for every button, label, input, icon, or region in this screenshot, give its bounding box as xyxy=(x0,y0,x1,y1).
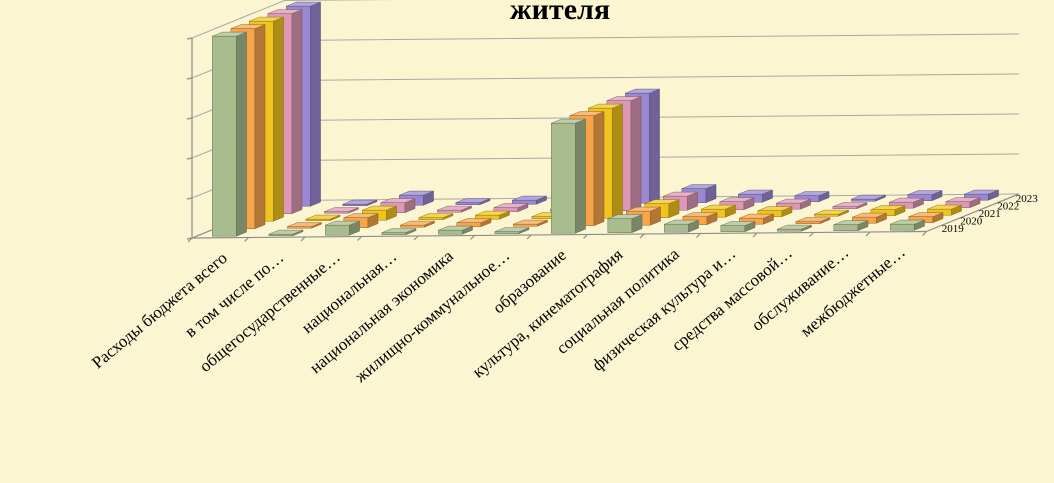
chart-title: жителя xyxy=(509,0,611,26)
category-label: национальная… xyxy=(298,247,400,337)
series-label: 2020 xyxy=(960,215,983,227)
bar xyxy=(890,219,925,231)
bar xyxy=(287,222,322,229)
x-tick xyxy=(809,232,814,237)
bar xyxy=(305,214,341,222)
bar xyxy=(720,221,756,233)
series-label: 2019 xyxy=(942,223,965,235)
gridline xyxy=(191,0,398,39)
x-axis xyxy=(191,230,927,239)
bar xyxy=(551,118,586,234)
x-tick xyxy=(413,235,419,241)
bar xyxy=(493,203,529,213)
bar xyxy=(738,189,773,203)
x-tick xyxy=(583,234,588,239)
bar xyxy=(607,214,643,234)
x-tick xyxy=(639,233,645,239)
category-label: в том числе по… xyxy=(181,248,287,341)
y-tick xyxy=(186,197,193,200)
category-label: обслуживание… xyxy=(748,243,852,335)
x-tick xyxy=(922,231,927,236)
bar xyxy=(494,227,530,235)
bar xyxy=(795,217,831,225)
depth-axis xyxy=(926,193,1020,233)
series-label: 2021 xyxy=(979,208,1001,220)
bar xyxy=(456,218,492,228)
bar xyxy=(418,213,454,221)
bar xyxy=(400,220,435,228)
bar xyxy=(342,199,378,207)
bars xyxy=(212,1,999,237)
bar xyxy=(437,205,472,213)
bar xyxy=(832,202,868,210)
series-label: 2022 xyxy=(997,200,1019,212)
bar xyxy=(381,228,417,236)
bar xyxy=(324,207,359,214)
x-tick xyxy=(187,237,193,243)
y-tick xyxy=(186,77,193,80)
bar xyxy=(814,209,849,217)
series-label: 2023 xyxy=(1016,193,1039,205)
bar xyxy=(927,204,962,216)
x-tick xyxy=(357,236,362,241)
y-tick xyxy=(186,37,193,40)
x-tick xyxy=(300,236,306,242)
category-label: межбюджетные… xyxy=(797,242,909,340)
x-tick xyxy=(752,232,758,238)
bar xyxy=(833,220,869,232)
bar xyxy=(777,224,812,232)
bar xyxy=(794,191,830,203)
x-tick xyxy=(526,234,532,240)
y-tick xyxy=(186,117,193,120)
bar xyxy=(268,229,304,237)
bar xyxy=(851,194,886,202)
x-tick xyxy=(865,231,871,237)
bar xyxy=(438,225,473,235)
bar xyxy=(513,219,548,227)
x-tick xyxy=(470,235,475,240)
x-tick xyxy=(696,233,701,238)
bar xyxy=(475,210,510,220)
bar xyxy=(325,220,360,236)
bar xyxy=(852,212,887,224)
bar xyxy=(664,219,699,233)
bar xyxy=(212,31,247,237)
bar xyxy=(907,190,943,202)
bar xyxy=(512,195,547,205)
y-tick xyxy=(186,157,193,160)
bar xyxy=(455,198,491,206)
x-tick xyxy=(244,237,249,242)
